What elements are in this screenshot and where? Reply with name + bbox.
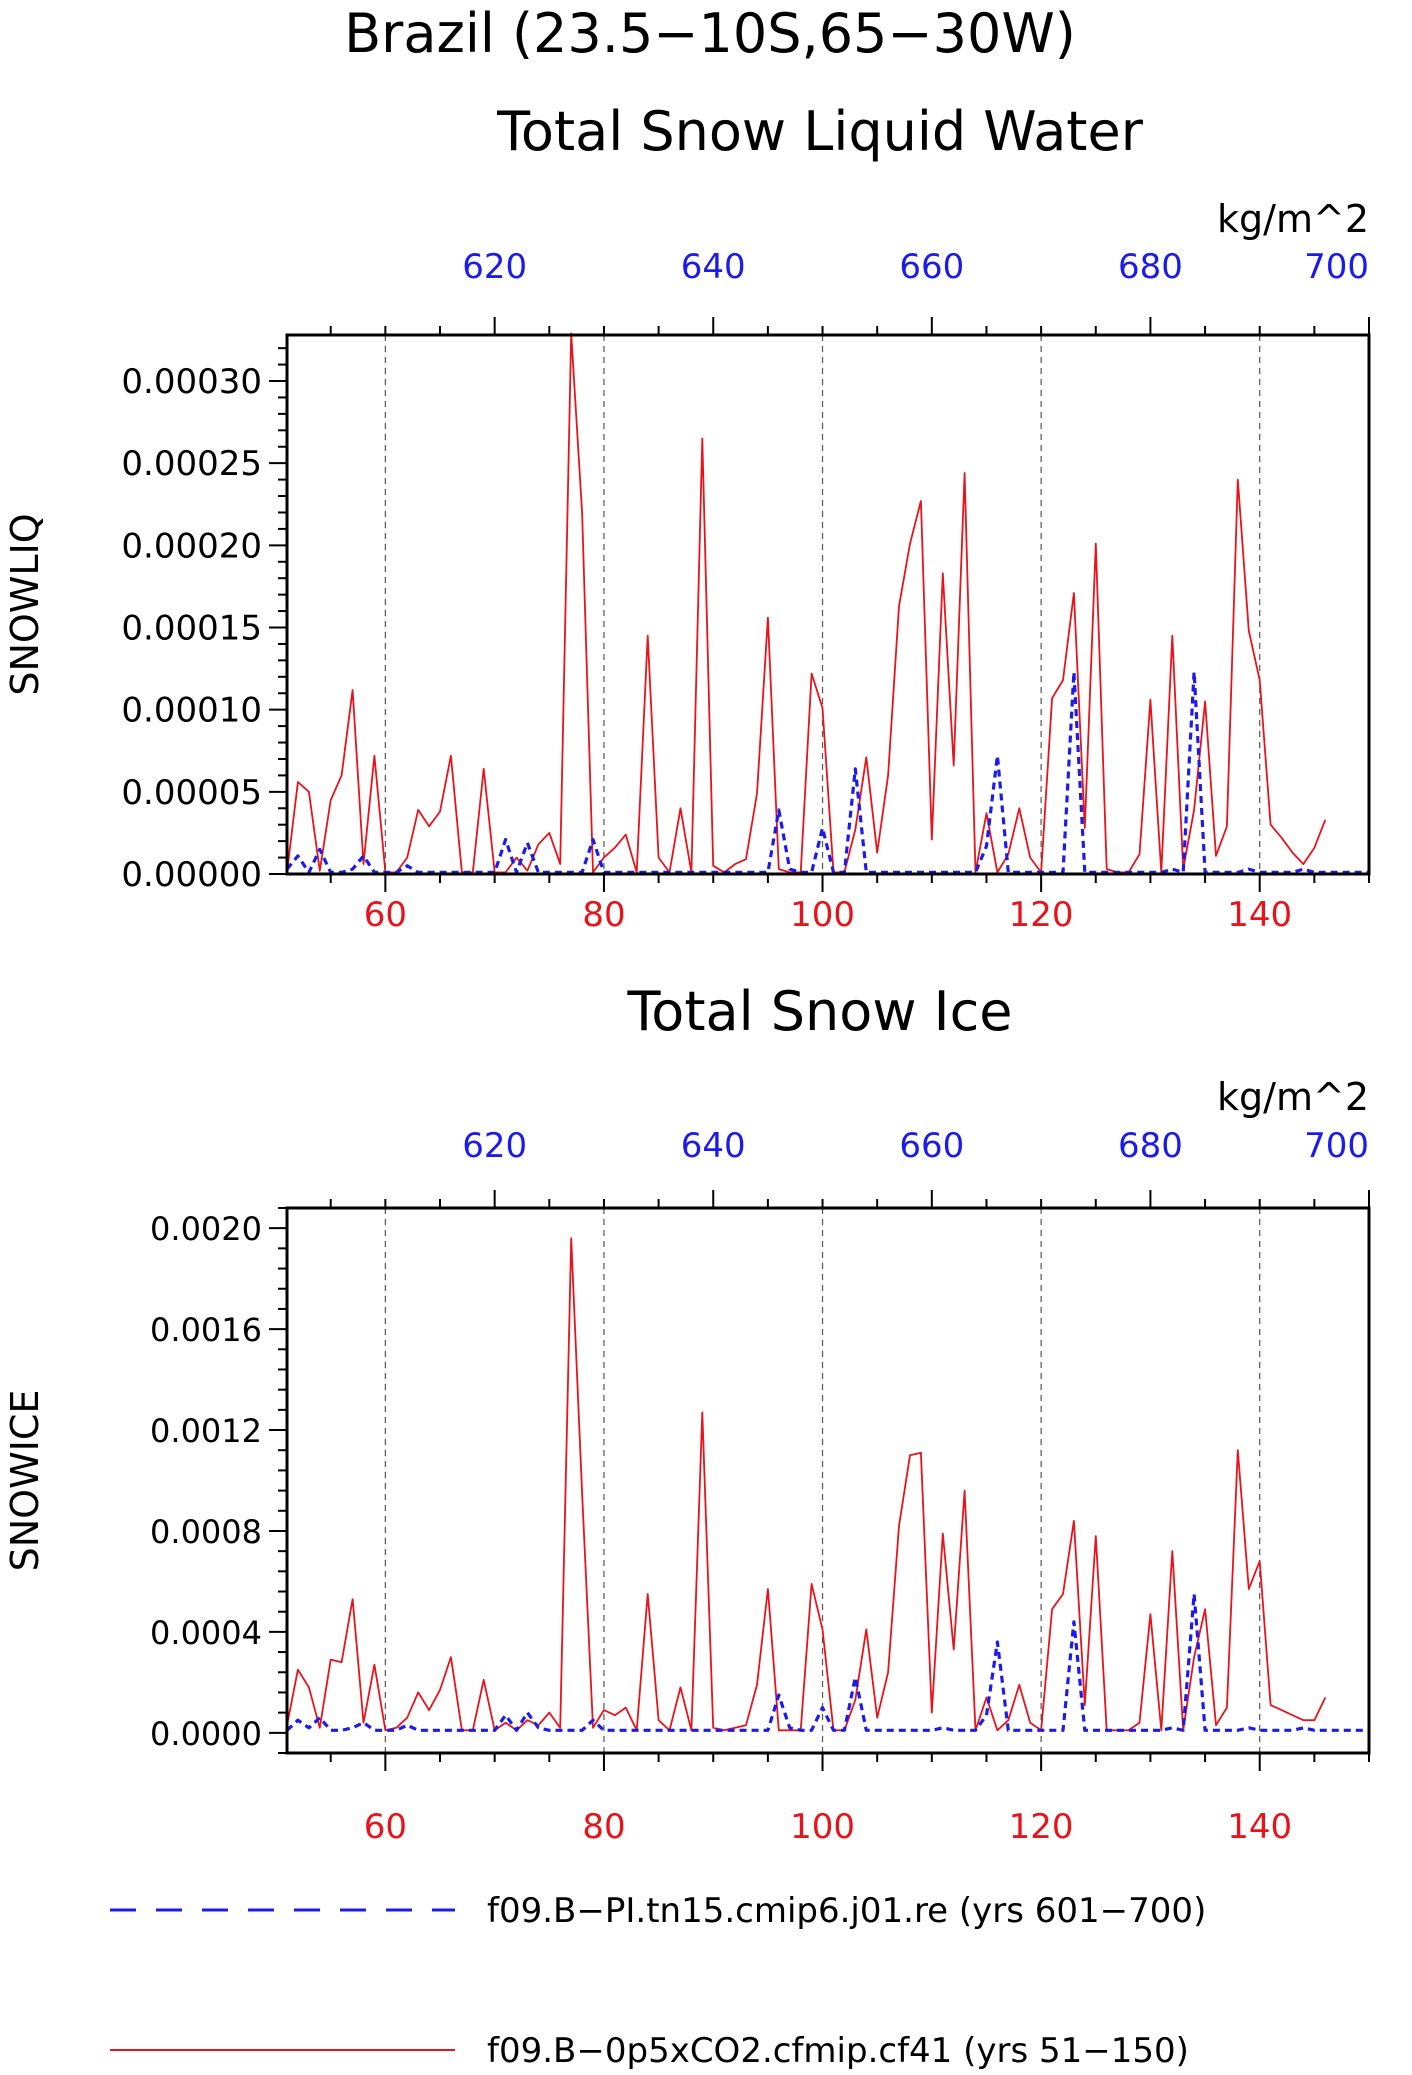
x-top-tick-label: 640 <box>681 1126 746 1166</box>
x-top-tick-label: 700 <box>1304 247 1369 287</box>
series-line-blue <box>285 1592 1369 1732</box>
x-bottom-tick-label: 100 <box>790 1807 855 1847</box>
x-top-tick-label: 680 <box>1118 247 1183 287</box>
y-tick-label: 0.0012 <box>150 1412 262 1450</box>
y-tick-label: 0.0004 <box>150 1614 262 1652</box>
x-bottom-tick-label: 140 <box>1227 1807 1292 1847</box>
figure-title: Brazil (23.5−10S,65−30W) <box>344 2 1076 65</box>
x-top-tick-label: 640 <box>681 247 746 287</box>
y-axis-label: SNOWICE <box>3 1390 47 1572</box>
chart-panel-2: Total Snow Ice kg/m^2 SNOWICE 0.0000 0.0004 0… <box>3 980 1371 1847</box>
x-bottom-tick-label: 80 <box>582 1807 625 1847</box>
chart-panel-1: Total Snow Liquid Water kg/m^2 SNOWLIQ 0.00… <box>3 100 1371 935</box>
legend-label: f09.B−PI.tn15.cmip6.j01.re (yrs 601−700) <box>487 1891 1206 1931</box>
x-top-tick-label: 700 <box>1304 1126 1369 1166</box>
y-tick-label: 0.00025 <box>121 444 262 484</box>
x-top-tick-label: 620 <box>462 247 527 287</box>
x-top-tick-label: 660 <box>899 247 964 287</box>
units-label: kg/m^2 <box>1217 1075 1369 1119</box>
y-tick-label: 0.00030 <box>121 362 262 402</box>
x-top-tick-label: 680 <box>1118 1126 1183 1166</box>
x-bottom-tick-label: 60 <box>364 1807 407 1847</box>
plot-frame <box>285 333 1371 876</box>
y-tick-label: 0.0000 <box>150 1715 262 1753</box>
y-tick-label: 0.0008 <box>150 1513 262 1551</box>
x-bottom-tick-label: 120 <box>1009 1807 1074 1847</box>
legend-label: f09.B−0p5xCO2.cfmip.cf41 (yrs 51−150) <box>487 2031 1189 2071</box>
y-axis-label: SNOWLIQ <box>3 513 47 695</box>
x-bottom-tick-label: 100 <box>790 895 855 935</box>
x-top-tick-label: 660 <box>899 1126 964 1166</box>
x-bottom-tick-label: 120 <box>1009 895 1074 935</box>
chart-title: Total Snow Liquid Water <box>496 100 1144 163</box>
y-tick-label: 0.00000 <box>121 855 262 895</box>
plot-frame <box>285 1206 1371 1755</box>
y-tick-label: 0.00015 <box>121 609 262 649</box>
y-tick-label: 0.00010 <box>121 691 262 731</box>
units-label: kg/m^2 <box>1217 197 1369 241</box>
series-line-red <box>286 1237 1327 1732</box>
chart-title: Total Snow Ice <box>627 980 1013 1043</box>
x-bottom-tick-label: 140 <box>1227 895 1292 935</box>
y-tick-label: 0.0016 <box>150 1311 262 1349</box>
legend: f09.B−PI.tn15.cmip6.j01.re (yrs 601−700)… <box>110 1891 1206 2071</box>
y-tick-label: 0.00005 <box>121 773 262 813</box>
x-top-tick-label: 620 <box>462 1126 527 1166</box>
x-bottom-tick-label: 60 <box>364 895 407 935</box>
series-line-blue <box>285 670 1369 875</box>
y-tick-label: 0.0020 <box>150 1210 262 1248</box>
x-bottom-tick-label: 80 <box>582 895 625 935</box>
y-tick-label: 0.00020 <box>121 526 262 566</box>
series-line-red <box>286 332 1327 874</box>
